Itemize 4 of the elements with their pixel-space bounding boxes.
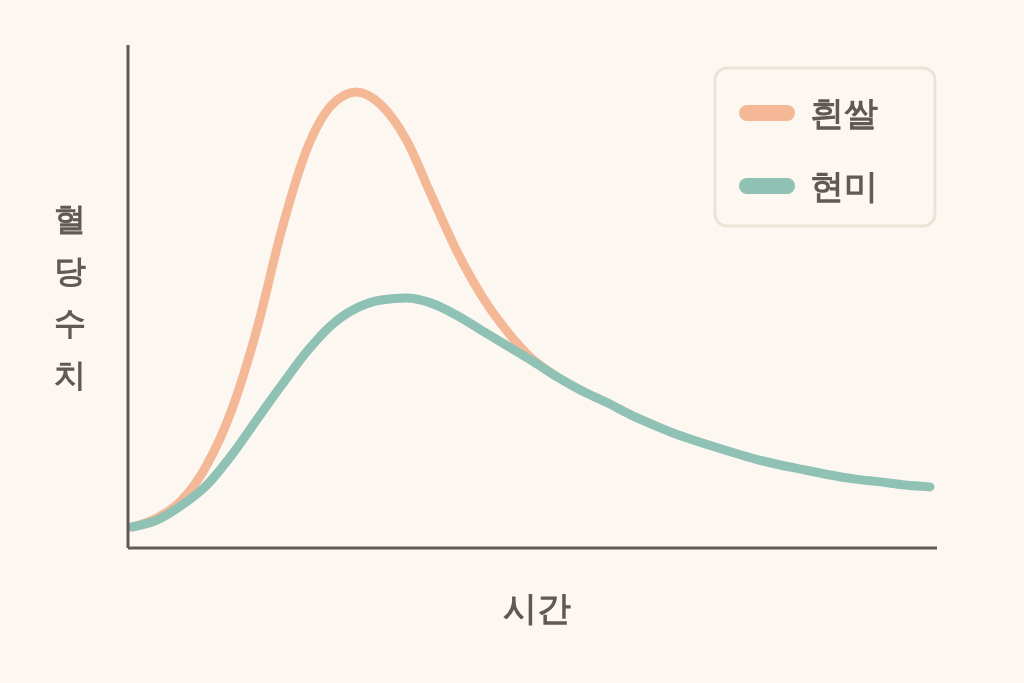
- x-axis-title: 시간: [502, 588, 571, 628]
- legend-label: 흰쌀: [810, 93, 878, 133]
- legend-label: 현미: [810, 166, 878, 206]
- y-axis-title: 혈당수치: [54, 200, 86, 394]
